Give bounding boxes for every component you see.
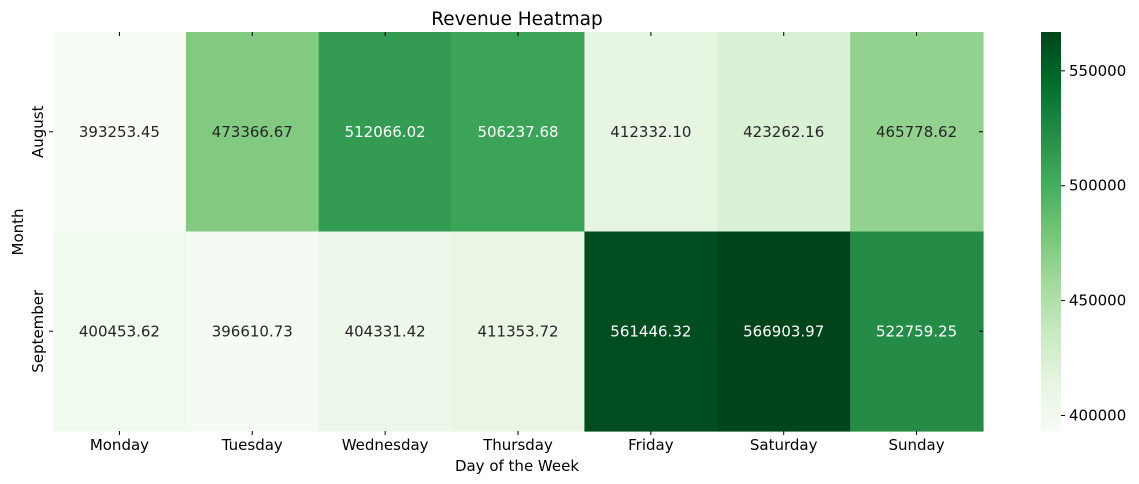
- cell-value-label: 411353.72: [477, 322, 558, 340]
- cell-value-label: 512066.02: [345, 123, 426, 141]
- colorbar-tick-label: 450000: [1069, 292, 1126, 310]
- cell-value-label: 404331.42: [345, 322, 426, 340]
- x-axis: Monday Tuesday Wednesday Thursday Friday Satu…: [90, 32, 945, 454]
- x-tick-label: Sunday: [889, 436, 945, 454]
- heatmap-cell: [584, 32, 718, 233]
- colorbar-tick-label: 550000: [1069, 62, 1126, 80]
- heatmap-cell: [717, 231, 851, 432]
- heatmap-cell: [717, 32, 851, 233]
- cell-value-label: 506237.68: [477, 123, 558, 141]
- cell-value-label: 412332.10: [610, 123, 691, 141]
- heatmap-cell: [53, 231, 187, 432]
- y-axis: August September: [29, 105, 983, 373]
- x-axis-label: Day of the Week: [455, 457, 579, 475]
- heatmap-cell: [850, 32, 984, 233]
- x-tick-label: Tuesday: [221, 436, 283, 454]
- cell-value-label: 561446.32: [610, 322, 691, 340]
- x-tick-label: Thursday: [482, 436, 553, 454]
- x-tick-label: Monday: [90, 436, 149, 454]
- heatmap-cell: [451, 231, 586, 432]
- y-tick-label: August: [29, 105, 47, 158]
- colorbar-ticks: 400000 450000 500000 550000: [1061, 62, 1126, 424]
- chart-title: Revenue Heatmap: [431, 9, 602, 30]
- y-axis-label: Month: [9, 208, 27, 255]
- cell-value-label: 473366.67: [212, 123, 293, 141]
- y-tick-label: September: [29, 289, 47, 373]
- x-tick-label: Saturday: [750, 436, 818, 454]
- heatmap-cells: [53, 32, 984, 432]
- heatmap-cell: [584, 231, 718, 432]
- heatmap-cell-labels: 393253.45 473366.67 512066.02 506237.68 4123…: [79, 123, 957, 341]
- cell-value-label: 423262.16: [743, 123, 824, 141]
- heatmap-cell: [850, 231, 984, 432]
- heatmap-cell: [451, 32, 586, 233]
- cell-value-label: 522759.25: [876, 322, 957, 340]
- heatmap-cell: [185, 231, 320, 432]
- colorbar-tick-label: 500000: [1069, 177, 1126, 195]
- heatmap-cell: [318, 32, 453, 233]
- heatmap-cell: [53, 32, 187, 233]
- colorbar-tick-label: 400000: [1069, 406, 1126, 424]
- heatmap-cell: [185, 32, 320, 233]
- x-tick-label: Wednesday: [342, 436, 429, 454]
- cell-value-label: 400453.62: [79, 322, 160, 340]
- cell-value-label: 566903.97: [743, 322, 824, 340]
- colorbar: [1041, 32, 1061, 431]
- x-tick-label: Friday: [628, 436, 674, 454]
- cell-value-label: 396610.73: [212, 322, 293, 340]
- heatmap-cell: [318, 231, 453, 432]
- cell-value-label: 393253.45: [79, 123, 160, 141]
- cell-value-label: 465778.62: [876, 123, 957, 141]
